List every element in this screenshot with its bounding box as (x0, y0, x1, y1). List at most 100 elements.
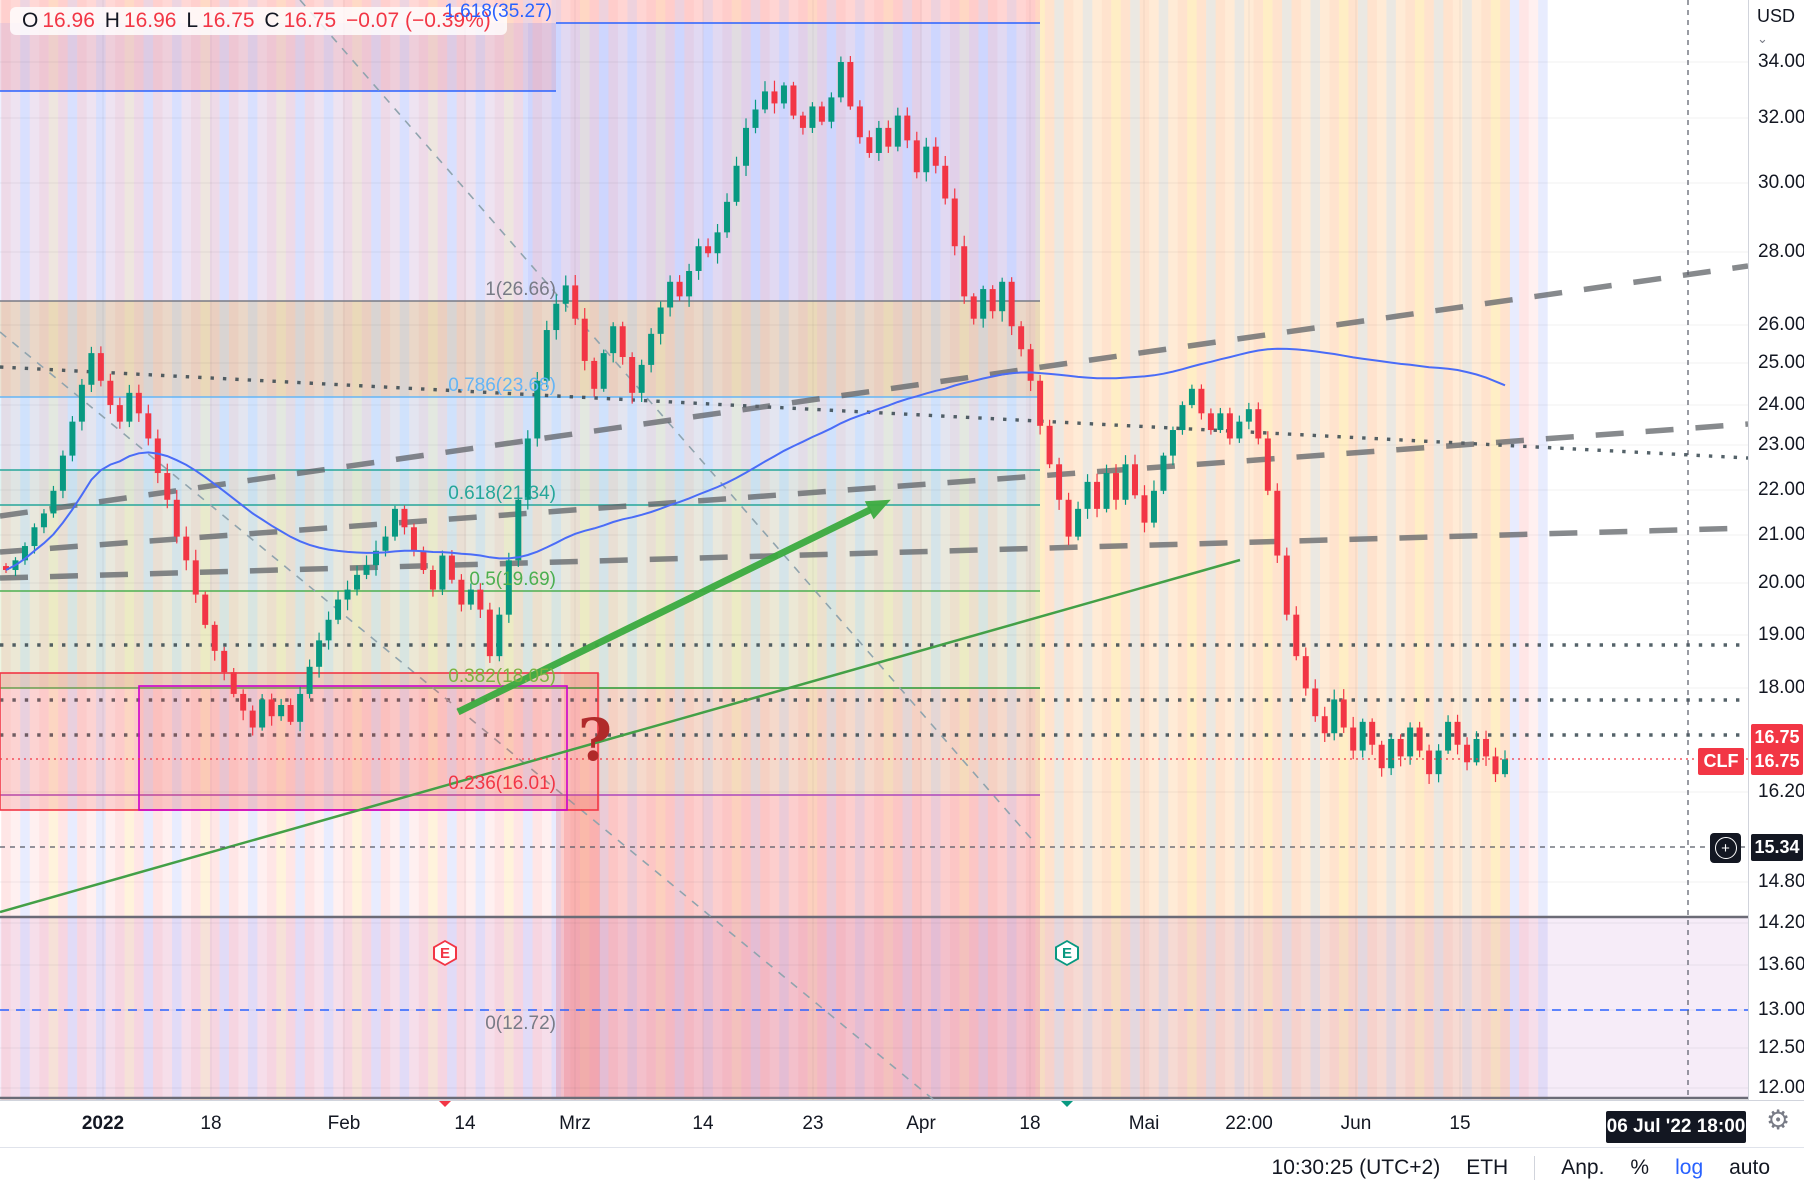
clock-label[interactable]: 10:30:25 (UTC+2) (1271, 1156, 1441, 1179)
candle-body (1141, 495, 1148, 523)
green-arrow-shaft (456, 506, 873, 716)
drawn-box (138, 685, 568, 811)
adjust-button[interactable]: Anp. (1561, 1156, 1605, 1179)
candle-body (1075, 508, 1082, 537)
candle-body (562, 285, 569, 304)
candle-body (961, 246, 968, 297)
session-stripe (798, 0, 808, 1100)
session-stripe (598, 0, 609, 1100)
price-tick-label: 24.00 (1758, 394, 1804, 415)
price-tick-label: 32.00 (1758, 107, 1804, 128)
session-stripe (475, 0, 486, 1100)
session-stripe (447, 0, 457, 1100)
candle-body (743, 127, 750, 166)
session-stripe (257, 0, 267, 1100)
session-stripe (931, 0, 941, 1100)
session-stripe (1395, 0, 1406, 1100)
price-axis[interactable]: USD ⌄ 34.00 32.00 30.00 28.00 26.00 25.00 24.0… (1748, 0, 1804, 1100)
currency-label: USD (1757, 6, 1796, 26)
session-stripe (1244, 0, 1254, 1100)
crosshair-plus-button[interactable]: + (1710, 833, 1741, 863)
session-stripe (978, 0, 988, 1100)
session-stripe (1443, 0, 1453, 1100)
bottom-toolbar: 10:30:25 (UTC+2) ETH Anp. % log auto (0, 1147, 1804, 1191)
candle-body (439, 555, 446, 590)
toolbar-divider (1534, 1156, 1536, 1180)
candle-body (467, 589, 474, 605)
candle-body (88, 353, 95, 385)
session-stripe (228, 0, 239, 1100)
log-scale-button[interactable]: log (1675, 1156, 1704, 1179)
session-stripe (1177, 0, 1188, 1100)
session-stripe (172, 0, 182, 1100)
candle-body (1226, 413, 1233, 439)
candle-body (1293, 614, 1300, 657)
price-chart-canvas[interactable] (0, 0, 1748, 1100)
session-stripe (1519, 0, 1529, 1100)
candle-body (686, 270, 693, 297)
auto-scale-button[interactable]: auto (1729, 1156, 1770, 1179)
session-stripe (1253, 0, 1264, 1100)
price-tick-label: 18.00 (1758, 677, 1804, 698)
currency-selector[interactable]: USD ⌄ (1757, 6, 1804, 48)
session-stripe (551, 0, 562, 1100)
session-button[interactable]: ETH (1466, 1156, 1509, 1179)
session-stripe (115, 0, 125, 1100)
session-stripe (1319, 0, 1330, 1100)
time-tick-label: 14 (692, 1113, 714, 1134)
ascending-trendline (0, 558, 1241, 914)
candle-body (1426, 750, 1433, 775)
session-stripe (361, 0, 372, 1100)
plus-icon: + (1714, 837, 1737, 859)
session-stripe (1462, 0, 1472, 1100)
candle-body (268, 699, 275, 717)
candle-body (657, 307, 664, 334)
candle-body (401, 508, 408, 528)
candle-body (1473, 738, 1480, 763)
price-tick-label: 22.00 (1758, 479, 1804, 500)
last-price-badge: 16.75 (1751, 748, 1803, 775)
session-stripe (1348, 0, 1358, 1100)
session-stripe (209, 0, 220, 1100)
candle-body (382, 536, 389, 551)
session-stripe (1158, 0, 1169, 1100)
time-tick-label: Feb (327, 1113, 361, 1134)
candle-body (1435, 750, 1442, 775)
time-tick-label: 22:00 (1225, 1113, 1273, 1134)
zone (0, 23, 1040, 301)
session-stripe (238, 0, 248, 1100)
candle-body (1274, 490, 1281, 556)
session-stripe (1120, 0, 1131, 1100)
open-value: 16.96 (42, 9, 95, 32)
candle-body (1150, 490, 1157, 523)
candle-body (856, 106, 863, 138)
session-stripe (807, 0, 818, 1100)
candle-body (875, 127, 882, 153)
candle-body (1094, 481, 1101, 509)
candle-body (306, 666, 313, 694)
session-stripe (428, 0, 438, 1100)
candle-body (1407, 727, 1414, 757)
gear-icon[interactable]: ⚙ (1766, 1105, 1791, 1135)
chart-pane[interactable]: O 16.96 H 16.96 L 16.75 C 16.75 −0.07 (−0.39… (0, 0, 1748, 1100)
candle-body (638, 364, 645, 393)
candle-body (1008, 281, 1015, 327)
time-axis[interactable]: 2022 18 Feb 14 Mrz 14 23 Apr 18 Mai 22:00 Jun 15 06 … (0, 1100, 1804, 1148)
candle-body (344, 589, 351, 600)
candle-body (543, 330, 550, 381)
price-tick-label: 12.50 (1758, 1037, 1804, 1058)
candle-body (1065, 499, 1072, 537)
session-stripe (67, 0, 78, 1100)
candle-body (1378, 744, 1385, 769)
session-stripe (579, 0, 590, 1100)
candle-body (420, 550, 427, 571)
session-stripe (124, 0, 135, 1100)
candle-body (21, 546, 28, 561)
candle-body (1483, 738, 1490, 757)
session-stripe (1481, 0, 1491, 1100)
candle-body (135, 392, 142, 414)
session-stripe (1357, 0, 1368, 1100)
session-stripe (1215, 0, 1226, 1100)
candle-body (126, 392, 133, 422)
percent-scale-button[interactable]: % (1630, 1156, 1650, 1179)
